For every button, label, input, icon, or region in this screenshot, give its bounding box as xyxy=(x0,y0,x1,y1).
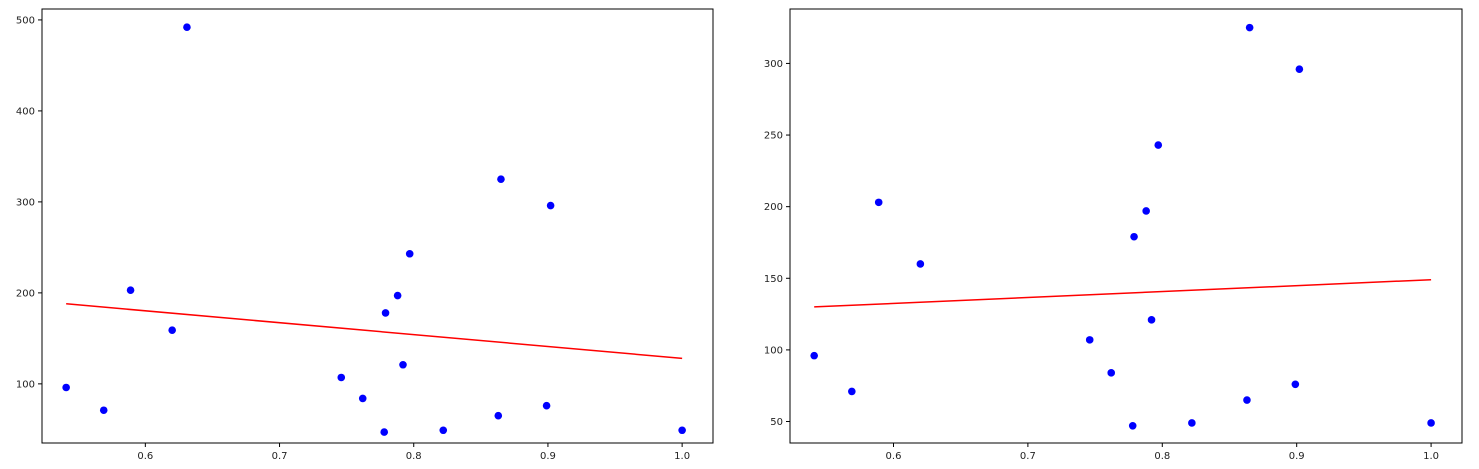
data-point xyxy=(542,401,551,410)
y-tick-label: 100 xyxy=(16,379,35,390)
x-tick-label: 0.6 xyxy=(886,451,902,462)
y-tick-label: 200 xyxy=(764,202,783,213)
data-point xyxy=(439,426,448,435)
regression-line xyxy=(66,303,683,360)
plot-frame xyxy=(41,8,714,444)
x-tick-label: 0.7 xyxy=(1020,451,1036,462)
data-point xyxy=(494,411,503,420)
data-point xyxy=(1154,141,1163,149)
data-point xyxy=(1243,396,1251,404)
data-point xyxy=(1147,316,1156,324)
data-point xyxy=(393,291,402,300)
x-tick-label: 0.7 xyxy=(272,451,288,462)
data-point xyxy=(1085,336,1094,344)
data-point xyxy=(1295,65,1304,73)
data-point xyxy=(399,360,407,369)
y-tick-label: 250 xyxy=(764,131,783,142)
data-point xyxy=(62,383,70,392)
y-tick-label: 300 xyxy=(16,197,35,208)
x-tick-label: 1.0 xyxy=(674,451,690,462)
x-tick-label: 1.0 xyxy=(1423,451,1439,462)
data-point xyxy=(1128,422,1137,430)
data-point xyxy=(381,309,390,317)
y-tick-label: 500 xyxy=(16,15,35,26)
y-tick-label: 200 xyxy=(16,288,35,299)
y-tick-label: 300 xyxy=(764,59,783,70)
data-point xyxy=(1107,369,1116,377)
x-tick-label: 0.9 xyxy=(1289,451,1305,462)
data-point xyxy=(1291,380,1300,389)
data-point xyxy=(810,351,818,360)
y-tick-label: 100 xyxy=(764,345,783,356)
data-point xyxy=(405,249,414,258)
data-point xyxy=(358,394,367,403)
x-tick-label: 0.6 xyxy=(137,451,153,462)
data-point xyxy=(1245,23,1254,32)
y-tick-label: 150 xyxy=(764,274,783,285)
plot-frame xyxy=(789,8,1463,444)
data-point xyxy=(678,426,686,435)
x-tick-label: 0.8 xyxy=(1154,451,1170,462)
y-tick-label: 50 xyxy=(770,417,783,428)
data-point xyxy=(126,286,135,294)
data-point xyxy=(380,428,389,436)
chart-panel-1: 0.6 0.7 0.8 0.9 1.0 100 200 300 400 500 xyxy=(16,8,714,462)
data-point xyxy=(168,326,176,334)
chart-panel-2: 0.6 0.7 0.8 0.9 1.0 50 100 150 200 250 300 xyxy=(764,8,1463,462)
data-point xyxy=(916,260,925,268)
data-point xyxy=(874,198,883,207)
data-point xyxy=(1130,232,1138,241)
data-point xyxy=(183,23,191,31)
data-point xyxy=(497,175,505,183)
data-point xyxy=(1188,419,1196,427)
y-tick-label: 400 xyxy=(16,106,35,117)
data-point xyxy=(1427,419,1435,427)
x-tick-label: 0.9 xyxy=(540,451,556,462)
data-point xyxy=(546,201,555,210)
x-tick-label: 0.8 xyxy=(406,451,422,462)
regression-line xyxy=(814,278,1432,308)
data-point xyxy=(337,373,346,382)
data-point xyxy=(99,406,108,415)
data-point xyxy=(1142,207,1150,215)
data-point xyxy=(848,387,856,396)
